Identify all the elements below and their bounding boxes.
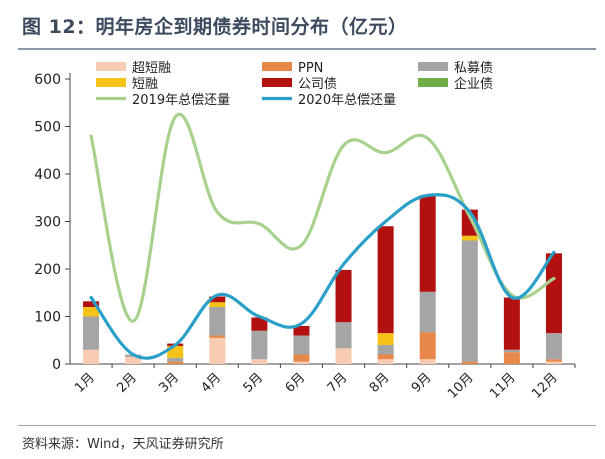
line-2019 xyxy=(89,112,556,323)
legend-swatch xyxy=(96,62,126,71)
bar-segment xyxy=(503,352,520,364)
bar-segment xyxy=(293,354,310,362)
legend-item: PPN xyxy=(262,61,323,76)
legend-label: PPN xyxy=(298,61,323,76)
bar-segment xyxy=(83,307,100,317)
bar-segment xyxy=(167,361,184,364)
bar-segment xyxy=(419,359,436,364)
bar-segment xyxy=(377,345,394,355)
bar-segment xyxy=(461,361,478,364)
bar-segment xyxy=(503,297,520,350)
bar-segment xyxy=(293,335,310,355)
x-tick-label: 3月 xyxy=(156,370,182,396)
bar-segment xyxy=(293,361,310,364)
bar-segment xyxy=(503,349,520,353)
y-tick-label: 200 xyxy=(34,262,61,278)
x-tick-label: 8月 xyxy=(367,370,393,396)
bar-segment xyxy=(335,322,352,349)
bar-segment xyxy=(461,240,478,362)
source-divider xyxy=(18,425,596,426)
legend-swatch xyxy=(262,78,292,87)
bar-segment xyxy=(377,333,394,345)
legend-item: 超短融 xyxy=(96,61,171,76)
chart-container: 0 100 200 300 400 500 600 1月 2月 3月 4月 5月 6月 7月 8月 9月 10月… xyxy=(0,52,605,422)
bar-segment xyxy=(419,332,436,360)
y-tick-label: 600 xyxy=(34,72,61,88)
bar-segment xyxy=(167,345,184,358)
legend-swatch xyxy=(418,78,448,87)
bars-layer xyxy=(83,195,562,364)
figure-title: 图 12：明年房企到期债券时间分布（亿元） xyxy=(22,16,408,38)
bar-segment xyxy=(461,235,478,241)
x-tick-label: 7月 xyxy=(325,370,351,396)
legend-label: 公司债 xyxy=(298,77,337,92)
chart-svg: 0 100 200 300 400 500 600 1月 2月 3月 4月 5月 6月 7月 8月 9月 10月… xyxy=(34,61,576,402)
legend-label: 私募债 xyxy=(454,61,493,76)
bar-segment xyxy=(209,307,226,336)
bar-segment xyxy=(251,330,268,360)
x-tick-label: 2月 xyxy=(114,370,140,396)
legend-swatch xyxy=(262,62,292,71)
bar-segment xyxy=(377,359,394,364)
title-divider xyxy=(18,48,596,50)
x-tick-label: 9月 xyxy=(409,370,435,396)
bar-segment xyxy=(209,335,226,338)
x-tick-label: 6月 xyxy=(283,370,309,396)
bar-segment xyxy=(293,326,310,336)
y-tick-label: 400 xyxy=(34,167,61,183)
x-tick-label: 11月 xyxy=(487,370,518,401)
y-tick-label: 300 xyxy=(34,215,61,231)
legend-item: 短融 xyxy=(96,77,158,92)
bar-segment xyxy=(335,269,352,323)
bar-segment xyxy=(209,337,226,364)
legend-label: 超短融 xyxy=(132,61,171,76)
bar-segment xyxy=(209,296,226,303)
legend-label: 2019年总偿还量 xyxy=(132,93,230,108)
y-tick-label: 100 xyxy=(34,310,61,326)
legend-swatch xyxy=(96,78,126,87)
y-tick-label: 0 xyxy=(52,357,61,373)
legend-swatch xyxy=(418,62,448,71)
x-tick-label: 4月 xyxy=(198,370,224,396)
x-tick-label: 1月 xyxy=(72,370,98,396)
bar-segment xyxy=(251,359,268,364)
legend-item: 企业债 xyxy=(418,76,493,92)
bar-segment xyxy=(83,301,100,307)
source-note: 资料来源：Wind，天风证券研究所 xyxy=(22,437,224,452)
bar-segment xyxy=(545,253,562,334)
lines-layer xyxy=(89,112,556,360)
y-tick-label: 500 xyxy=(34,120,61,136)
legend-item: 公司债 xyxy=(262,77,337,92)
legend-label: 2020年总偿还量 xyxy=(298,93,396,108)
legend-label: 企业债 xyxy=(454,76,493,92)
bar-segment xyxy=(83,316,100,350)
bar-segment xyxy=(251,317,268,331)
bar-segment xyxy=(209,302,226,307)
bar-segment xyxy=(419,291,436,333)
bar-segment xyxy=(545,359,562,362)
legend-item: 2020年总偿还量 xyxy=(262,93,396,108)
bar-segment xyxy=(377,226,394,334)
bar-segment xyxy=(83,349,100,364)
x-tick-label: 12月 xyxy=(529,370,560,401)
x-tick-label: 5月 xyxy=(241,370,267,396)
line-2020 xyxy=(89,193,556,360)
legend-label: 短融 xyxy=(132,77,158,92)
bar-segment xyxy=(419,195,436,292)
title-bar: 图 12：明年房企到期债券时间分布（亿元） xyxy=(0,0,605,50)
legend-item: 私募债 xyxy=(418,61,493,76)
bar-segment xyxy=(335,348,352,364)
bar-segment xyxy=(125,356,142,364)
bar-segment xyxy=(167,357,184,362)
bar-segment xyxy=(545,361,562,364)
bar-segment xyxy=(377,354,394,360)
bar-segment xyxy=(545,333,562,360)
x-tick-label: 10月 xyxy=(445,370,476,401)
legend-item: 2019年总偿还量 xyxy=(96,93,230,108)
